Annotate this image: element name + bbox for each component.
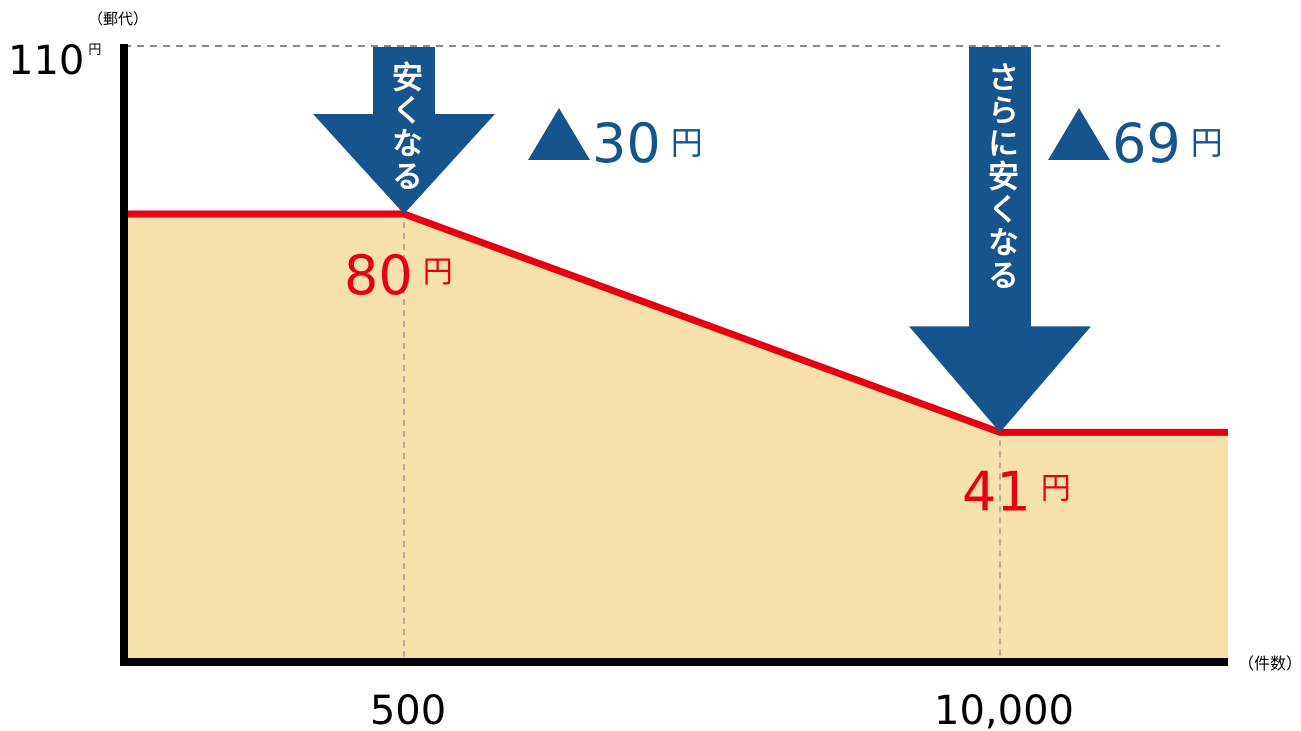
value-label-unit: 円: [423, 255, 453, 290]
delta-label-1: 69 円: [1112, 112, 1223, 175]
value-label-unit: 円: [1041, 471, 1071, 506]
delta-triangle-icon-0: [528, 108, 590, 160]
delta-label-0: 30 円: [592, 112, 703, 175]
y-tick-label: 110 円: [8, 38, 101, 84]
arrow-text-1: さらに安くなる: [982, 61, 1018, 292]
y-tick-number: 110: [8, 38, 84, 84]
value-label-number: 41: [962, 460, 1031, 523]
y-axis-label: （郵代）: [88, 10, 148, 28]
price-line: [124, 210, 1228, 436]
down-arrow-0: [313, 47, 495, 214]
value-label-number: 80: [344, 244, 413, 307]
y-tick-unit: 円: [88, 43, 101, 58]
delta-number: 30: [592, 112, 661, 175]
down-arrow-1: [909, 47, 1091, 433]
x-tick-label-1: 10,000: [934, 688, 1074, 731]
area-fill: [124, 214, 1228, 662]
delta-triangle-icon-1: [1048, 108, 1110, 160]
x-axis-label: （件数）: [1238, 654, 1301, 673]
x-tick-label-0: 500: [370, 688, 446, 731]
value-label-1: 41 円: [962, 460, 1071, 523]
delta-unit: 円: [671, 124, 703, 162]
delta-unit: 円: [1191, 124, 1223, 162]
arrow-text-0: 安くなる: [386, 61, 422, 193]
delta-mark-1: ▲: [0, 0, 1, 1]
value-label-0: 80 円: [344, 244, 453, 307]
delta-number: 69: [1112, 112, 1181, 175]
